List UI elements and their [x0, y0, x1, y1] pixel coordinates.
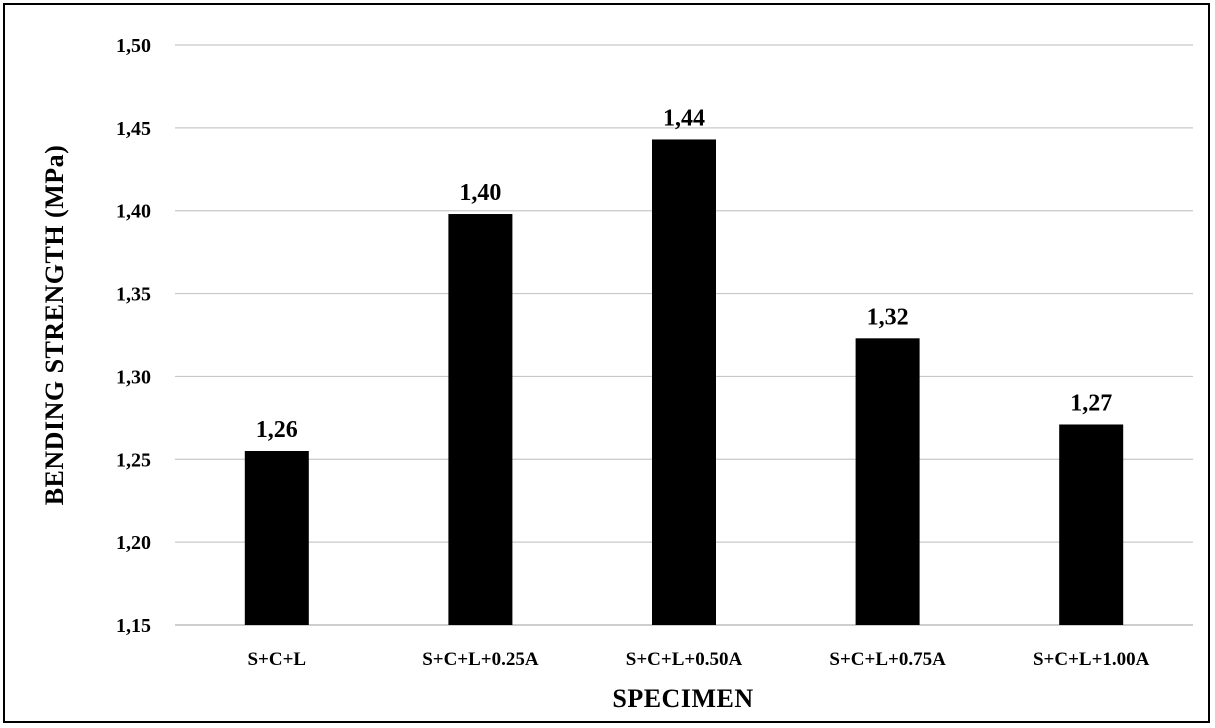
- x-axis-title: SPECIMEN: [612, 684, 753, 713]
- y-tick-label: 1,30: [116, 366, 151, 388]
- x-category-label: S+C+L+1.00A: [1033, 649, 1150, 670]
- y-axis-title: BENDING STRENGTH (MPa): [40, 145, 69, 506]
- data-labels: 1,26 1,40 1,44 1,32 1,27: [256, 105, 1112, 443]
- data-label: 1,44: [663, 105, 705, 131]
- y-tick-label: 1,35: [116, 284, 151, 306]
- x-axis-category-labels: S+C+L S+C+L+0.25A S+C+L+0.50A S+C+L+0.75A S+…: [247, 649, 1149, 670]
- x-category-label: S+C+L: [247, 649, 306, 670]
- bar: [652, 139, 716, 625]
- bars: [244, 139, 1124, 625]
- bar: [448, 214, 513, 625]
- y-tick-label: 1,20: [116, 532, 151, 554]
- y-tick-label: 1,15: [116, 615, 151, 637]
- data-label: 1,26: [256, 417, 298, 443]
- y-tick-label: 1,50: [116, 35, 151, 57]
- data-label: 1,32: [867, 304, 909, 330]
- bar: [855, 338, 920, 625]
- x-category-label: S+C+L+0.50A: [626, 649, 743, 670]
- y-tick-label: 1,45: [116, 118, 151, 140]
- y-tick-label: 1,25: [116, 449, 151, 471]
- y-axis-tick-labels: 1,15 1,20 1,25 1,30 1,35 1,40 1,45 1,50: [116, 35, 151, 637]
- bar-chart: 1,15 1,20 1,25 1,30 1,35 1,40 1,45 1,50 1,26 1,4…: [40, 35, 1193, 713]
- x-category-label: S+C+L+0.25A: [422, 649, 539, 670]
- bar: [1059, 424, 1124, 625]
- bar: [244, 451, 309, 625]
- x-category-label: S+C+L+0.75A: [829, 649, 946, 670]
- data-label: 1,27: [1070, 390, 1112, 416]
- data-label: 1,40: [459, 180, 501, 206]
- y-tick-label: 1,40: [116, 201, 151, 223]
- chart-frame: 1,15 1,20 1,25 1,30 1,35 1,40 1,45 1,50 1,26 1,4…: [3, 3, 1210, 723]
